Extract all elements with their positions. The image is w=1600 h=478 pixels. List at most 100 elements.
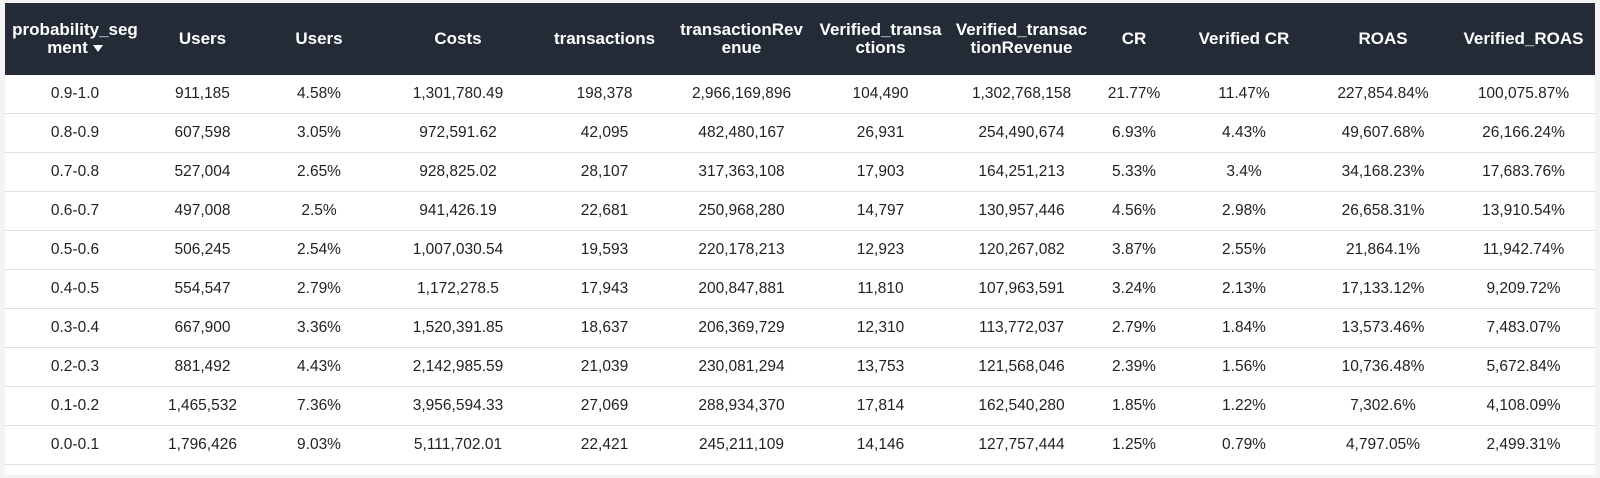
table-cell-verified-roas: 7,483.07% [1452, 308, 1595, 348]
table-cell-users-pct: 2.79% [260, 269, 378, 309]
report-table-container: probability_segment Users Users Costs tr… [5, 3, 1595, 475]
table-cell-transaction-revenue: 482,480,167 [671, 113, 812, 153]
table-cell-transaction-revenue: 288,934,370 [671, 386, 812, 426]
table-cell-users: 881,492 [145, 347, 260, 387]
table-cell-costs: 1,007,030.54 [378, 230, 538, 270]
table-cell-transactions: 21,039 [538, 347, 671, 387]
table-cell-verified-transactions: 17,903 [812, 152, 949, 192]
table-cell-transactions: 22,681 [538, 191, 671, 231]
table-cell-costs: 1,520,391.85 [378, 308, 538, 348]
table-cell-users: 506,245 [145, 230, 260, 270]
table-cell-cr: 5.33% [1094, 152, 1174, 192]
column-header-roas[interactable]: ROAS [1314, 3, 1452, 75]
table-header: probability_segment Users Users Costs tr… [5, 3, 1595, 75]
table-cell-cr: 2.39% [1094, 347, 1174, 387]
table-cell-verified-transactions: 17,814 [812, 386, 949, 426]
table-cell-verified-cr: 1.56% [1174, 347, 1314, 387]
table-cell-transaction-revenue: 2,966,169,896 [671, 75, 812, 114]
table-cell-verified-transaction-revenue: 164,251,213 [949, 152, 1094, 192]
table-cell-cr: 4.56% [1094, 191, 1174, 231]
table-row: 0.8-0.9 607,598 3.05% 972,591.62 42,095 482,4… [5, 113, 1595, 153]
column-header-label: CR [1121, 29, 1147, 48]
table-cell-probability-segment: 0.9-1.0 [5, 75, 145, 114]
table-cell-verified-roas: 100,075.87% [1452, 75, 1595, 114]
table-cell-verified-transaction-revenue: 162,540,280 [949, 386, 1094, 426]
table-cell-roas: 34,168.23% [1314, 152, 1452, 192]
column-header-label: Verified_transactionRevenue [955, 20, 1088, 57]
table-cell-verified-transaction-revenue: 107,963,591 [949, 269, 1094, 309]
column-header-transaction-revenue[interactable]: transactionRevenue [671, 3, 812, 75]
column-header-users-pct[interactable]: Users [260, 3, 378, 75]
table-cell-transactions: 17,943 [538, 269, 671, 309]
column-header-probability-segment[interactable]: probability_segment [5, 3, 145, 75]
table-cell-verified-transactions: 14,797 [812, 191, 949, 231]
table-cell-verified-transaction-revenue: 127,757,444 [949, 425, 1094, 465]
table-cell-verified-roas: 5,672.84% [1452, 347, 1595, 387]
table-cell-cr: 3.24% [1094, 269, 1174, 309]
table-cell-probability-segment: 0.4-0.5 [5, 269, 145, 309]
table-cell-verified-cr: 2.13% [1174, 269, 1314, 309]
table-cell-roas: 7,302.6% [1314, 386, 1452, 426]
table-cell-verified-cr: 3.4% [1174, 152, 1314, 192]
table-cell-costs: 3,956,594.33 [378, 386, 538, 426]
table-cell-users: 1,796,426 [145, 425, 260, 465]
table-cell-verified-roas: 11,942.74% [1452, 230, 1595, 270]
table-cell-roas: 26,658.31% [1314, 191, 1452, 231]
table-cell-users: 554,547 [145, 269, 260, 309]
table-cell-verified-transaction-revenue: 113,772,037 [949, 308, 1094, 348]
table-cell-users: 911,185 [145, 75, 260, 114]
table-cell-transactions: 18,637 [538, 308, 671, 348]
table-cell-transactions: 19,593 [538, 230, 671, 270]
table-cell-transaction-revenue: 200,847,881 [671, 269, 812, 309]
table-row: 0.9-1.0 911,185 4.58% 1,301,780.49 198,378 2,… [5, 75, 1595, 114]
table-cell-verified-transactions: 13,753 [812, 347, 949, 387]
table-cell-verified-cr: 11.47% [1174, 75, 1314, 114]
table-cell-transactions: 28,107 [538, 152, 671, 192]
column-header-verified-transactions[interactable]: Verified_transactions [812, 3, 949, 75]
table-cell-roas: 10,736.48% [1314, 347, 1452, 387]
table-row: 0.4-0.5 554,547 2.79% 1,172,278.5 17,943 200,… [5, 269, 1595, 309]
table-cell-verified-roas: 26,166.24% [1452, 113, 1595, 153]
table-cell-verified-transaction-revenue: 120,267,082 [949, 230, 1094, 270]
column-header-cr[interactable]: CR [1094, 3, 1174, 75]
table-cell-costs: 5,111,702.01 [378, 425, 538, 465]
table-cell-costs: 941,426.19 [378, 191, 538, 231]
table-cell-roas: 49,607.68% [1314, 113, 1452, 153]
column-header-costs[interactable]: Costs [378, 3, 538, 75]
table-cell-roas: 21,864.1% [1314, 230, 1452, 270]
column-header-users[interactable]: Users [145, 3, 260, 75]
table-cell-transaction-revenue: 245,211,109 [671, 425, 812, 465]
table-cell-verified-transaction-revenue: 1,302,768,158 [949, 75, 1094, 114]
table-row: 0.0-0.1 1,796,426 9.03% 5,111,702.01 22,421 2… [5, 425, 1595, 465]
table-cell-verified-transactions: 11,810 [812, 269, 949, 309]
caret-down-icon[interactable] [92, 45, 103, 53]
table-cell-transaction-revenue: 206,369,729 [671, 308, 812, 348]
table-cell-probability-segment: 0.6-0.7 [5, 191, 145, 231]
column-header-verified-roas[interactable]: Verified_ROAS [1452, 3, 1595, 75]
table-row: 0.6-0.7 497,008 2.5% 941,426.19 22,681 250,96… [5, 191, 1595, 231]
table-cell-costs: 928,825.02 [378, 152, 538, 192]
table-cell-probability-segment: 0.0-0.1 [5, 425, 145, 465]
table-cell-costs: 2,142,985.59 [378, 347, 538, 387]
table-cell-transactions: 198,378 [538, 75, 671, 114]
table-cell-cr: 2.79% [1094, 308, 1174, 348]
column-header-label: transactions [553, 29, 656, 48]
table-cell-roas: 227,854.84% [1314, 75, 1452, 114]
column-header-transactions[interactable]: transactions [538, 3, 671, 75]
column-header-verified-transaction-revenue[interactable]: Verified_transactionRevenue [949, 3, 1094, 75]
column-header-label: Users [178, 29, 227, 48]
table-cell-users-pct: 7.36% [260, 386, 378, 426]
table-cell-verified-cr: 0.79% [1174, 425, 1314, 465]
column-header-label: Verified_ROAS [1463, 29, 1584, 48]
table-cell-cr: 3.87% [1094, 230, 1174, 270]
table-cell-users-pct: 4.43% [260, 347, 378, 387]
table-cell-verified-cr: 1.84% [1174, 308, 1314, 348]
table-cell-transaction-revenue: 317,363,108 [671, 152, 812, 192]
table-cell-transaction-revenue: 220,178,213 [671, 230, 812, 270]
table-cell-verified-cr: 2.55% [1174, 230, 1314, 270]
table-cell-probability-segment: 0.3-0.4 [5, 308, 145, 348]
table-cell-users-pct: 4.58% [260, 75, 378, 114]
column-header-label: Verified CR [1198, 29, 1290, 48]
column-header-verified-cr[interactable]: Verified CR [1174, 3, 1314, 75]
table-cell-verified-roas: 4,108.09% [1452, 386, 1595, 426]
